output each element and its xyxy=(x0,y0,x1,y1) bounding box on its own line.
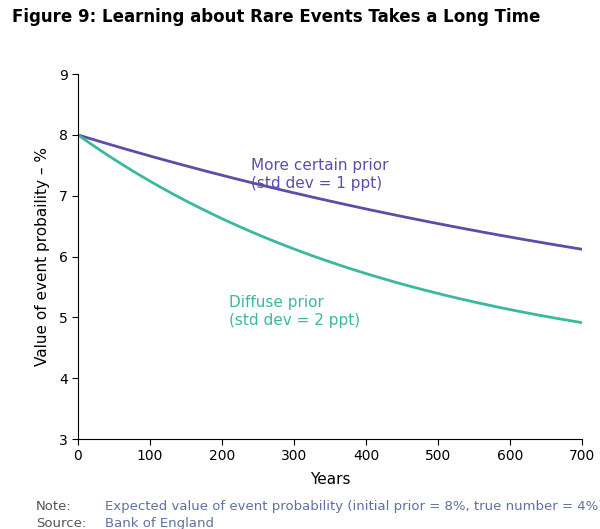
X-axis label: Years: Years xyxy=(310,472,350,487)
Text: Expected value of event probability (initial prior = 8%, true number = 4%): Expected value of event probability (ini… xyxy=(105,500,600,513)
Text: Bank of England: Bank of England xyxy=(105,517,214,529)
Text: Figure 9: Learning about Rare Events Takes a Long Time: Figure 9: Learning about Rare Events Tak… xyxy=(12,8,541,26)
Y-axis label: Value of event probaility – %: Value of event probaility – % xyxy=(35,147,50,366)
Text: Source:: Source: xyxy=(36,517,86,529)
Text: Note:: Note: xyxy=(36,500,72,513)
Text: Diffuse prior
(std dev = 2 ppt): Diffuse prior (std dev = 2 ppt) xyxy=(229,295,361,327)
Text: More certain prior
(std dev = 1 ppt): More certain prior (std dev = 1 ppt) xyxy=(251,158,388,190)
